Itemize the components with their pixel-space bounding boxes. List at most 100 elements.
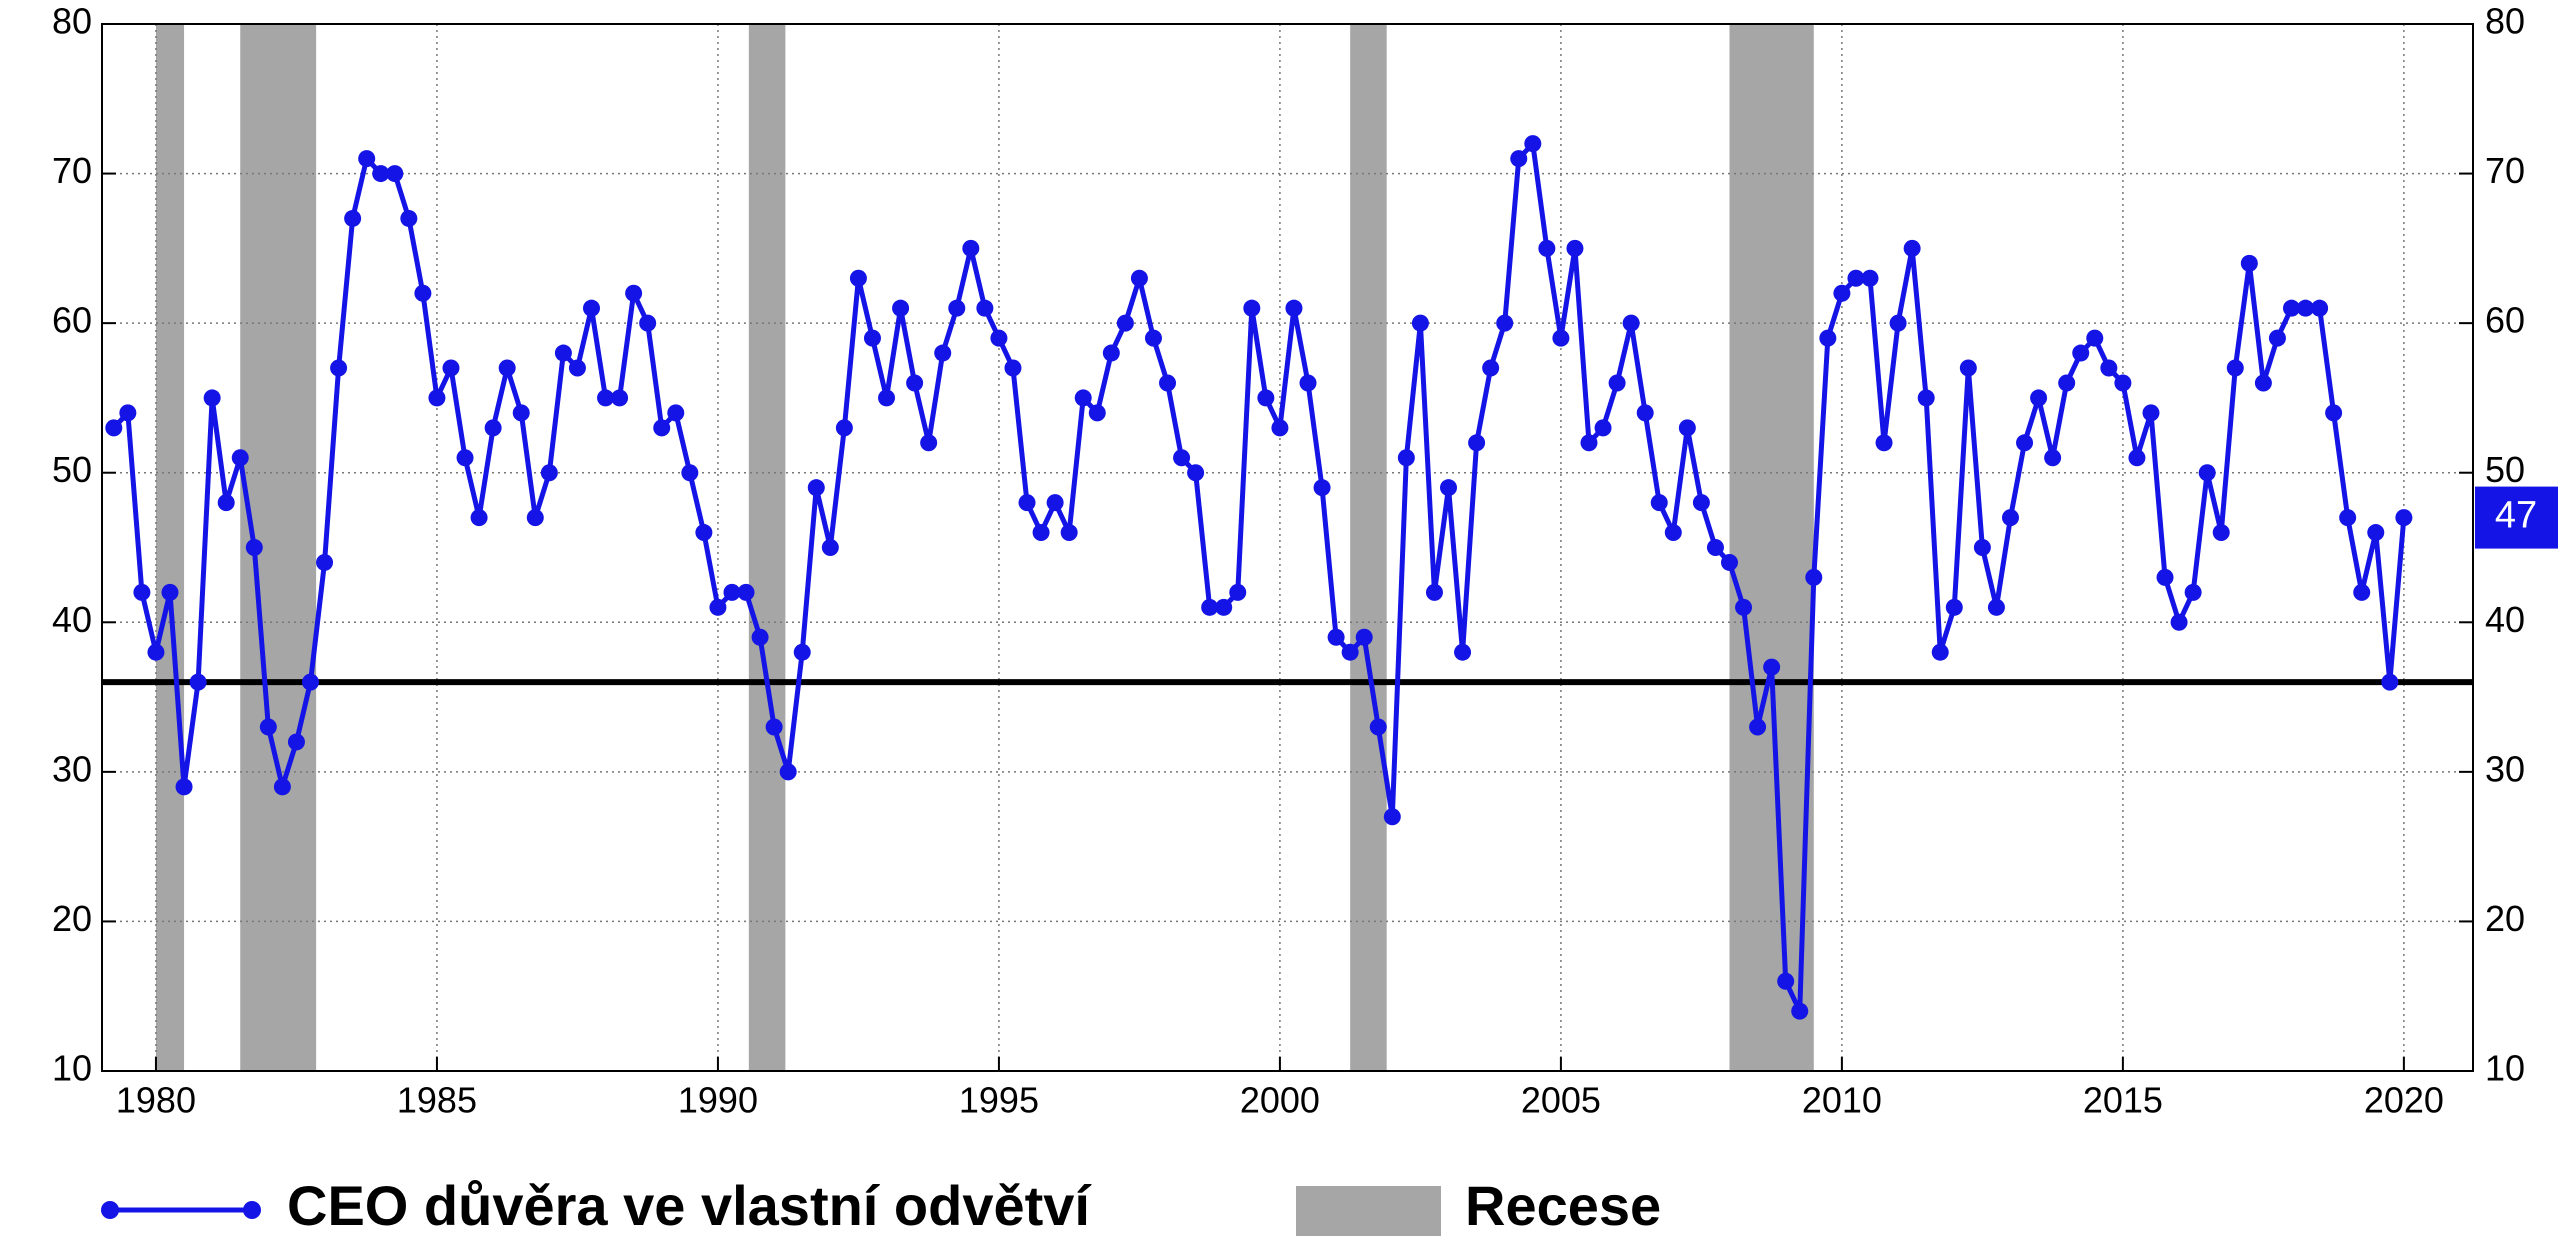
data-point (386, 165, 404, 183)
data-point (1622, 314, 1640, 332)
data-point (540, 464, 558, 482)
data-point (1369, 718, 1387, 736)
y2-tick-label: 10 (2485, 1048, 2525, 1089)
data-point (681, 464, 699, 482)
data-point (358, 150, 376, 168)
data-point (2367, 524, 2385, 542)
data-point (765, 718, 783, 736)
data-point (1636, 404, 1654, 422)
data-point (1819, 329, 1837, 347)
data-point (2128, 449, 2146, 467)
data-point (2016, 434, 2034, 452)
data-point (1046, 494, 1064, 512)
data-point (484, 419, 502, 437)
data-point (2268, 329, 2286, 347)
data-point (259, 718, 277, 736)
data-point (625, 284, 643, 302)
data-point (2254, 374, 2272, 392)
data-point (582, 299, 600, 317)
data-point (1271, 419, 1289, 437)
data-point (1805, 568, 1823, 586)
data-point (1327, 628, 1345, 646)
data-point (1510, 150, 1528, 168)
data-point (1243, 299, 1261, 317)
x-tick-label: 1985 (397, 1080, 477, 1121)
data-point (1144, 329, 1162, 347)
data-point (1004, 359, 1022, 377)
data-point (1650, 494, 1668, 512)
data-point (301, 673, 319, 691)
axes-layer: 10 20 30 40 50 60 70 80 10 20 30 40 50 60 70 80 1980 1985… (52, 1, 2558, 1121)
y-tick-label: 40 (52, 599, 92, 640)
data-point (1060, 524, 1078, 542)
data-point (695, 524, 713, 542)
data-point (1945, 598, 1963, 616)
y2-tick-label: 70 (2485, 150, 2525, 191)
x-tick-label: 1995 (959, 1080, 1039, 1121)
data-point (2297, 299, 2315, 317)
data-point (2198, 464, 2216, 482)
data-point (1763, 658, 1781, 676)
last-value-label: 47 (2495, 495, 2537, 537)
y-tick-label: 20 (52, 898, 92, 939)
data-point (2001, 509, 2019, 527)
data-point (372, 165, 390, 183)
data-point (2044, 449, 2062, 467)
data-point (1889, 314, 1907, 332)
data-point (1608, 374, 1626, 392)
data-point (1552, 329, 1570, 347)
data-point (863, 329, 881, 347)
data-point (344, 209, 362, 227)
data-point (1903, 239, 1921, 257)
y2-tick-label: 80 (2485, 1, 2525, 42)
data-point (906, 374, 924, 392)
data-point (273, 778, 291, 796)
data-point (1454, 643, 1472, 661)
data-point (470, 509, 488, 527)
data-point (2240, 254, 2258, 272)
data-point (892, 299, 910, 317)
x-tick-label: 1990 (678, 1080, 758, 1121)
data-point (1383, 808, 1401, 826)
data-point (934, 344, 952, 362)
data-point (667, 404, 685, 422)
data-point (723, 583, 741, 601)
data-point (442, 359, 460, 377)
data-point (1777, 972, 1795, 990)
data-point (1411, 314, 1429, 332)
data-point (1538, 239, 1556, 257)
data-point (1130, 269, 1148, 287)
data-point (948, 299, 966, 317)
data-point (709, 598, 727, 616)
data-point (428, 389, 446, 407)
data-point (849, 269, 867, 287)
data-point (1791, 1002, 1809, 1020)
recession-band (1350, 24, 1387, 1071)
data-point (1847, 269, 1865, 287)
x-tick-label: 2005 (1521, 1080, 1601, 1121)
y2-tick-label: 30 (2485, 748, 2525, 789)
data-point (2353, 583, 2371, 601)
y2-tick-label: 50 (2485, 449, 2525, 490)
data-point (1201, 598, 1219, 616)
plot-frame (101, 23, 2474, 1072)
data-point (2114, 374, 2132, 392)
data-point (1074, 389, 1092, 407)
data-point (1987, 598, 2005, 616)
data-layer (102, 135, 2473, 1020)
data-point (287, 733, 305, 751)
data-point (1468, 434, 1486, 452)
data-point (1229, 583, 1247, 601)
data-point (203, 389, 221, 407)
data-point (1116, 314, 1134, 332)
data-point (597, 389, 615, 407)
data-point (835, 419, 853, 437)
data-point (1341, 643, 1359, 661)
data-point (1566, 239, 1584, 257)
data-point (175, 778, 193, 796)
data-point (2381, 673, 2399, 691)
data-point (1285, 299, 1303, 317)
y2-tick-label: 60 (2485, 300, 2525, 341)
data-point (330, 359, 348, 377)
legend-label: CEO důvěra ve vlastní odvětví (287, 1174, 1092, 1237)
